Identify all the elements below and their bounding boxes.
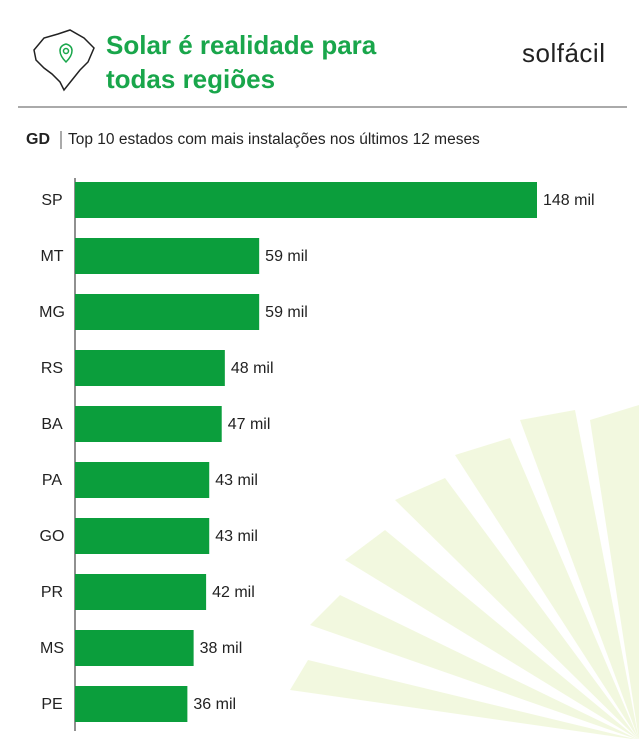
- value-label: 47 mil: [228, 416, 271, 433]
- value-label: 43 mil: [215, 528, 258, 545]
- map-icon: [33, 29, 95, 92]
- category-label: MG: [39, 304, 65, 321]
- subtitle-tag: GD: [26, 131, 50, 148]
- value-label: 42 mil: [212, 584, 255, 601]
- value-label: 48 mil: [231, 360, 274, 377]
- bar: [75, 406, 222, 442]
- category-label: MT: [40, 248, 63, 265]
- bar: [75, 294, 260, 330]
- category-label: MS: [40, 640, 64, 657]
- background-rays: [290, 405, 639, 739]
- bar: [75, 686, 188, 722]
- value-label: 38 mil: [200, 640, 243, 657]
- category-label: SP: [41, 192, 62, 209]
- value-label: 43 mil: [215, 472, 258, 489]
- bar: [75, 574, 207, 610]
- bar: [75, 630, 194, 666]
- bar: [75, 182, 537, 218]
- bar: [75, 462, 210, 498]
- category-label: BA: [41, 416, 63, 433]
- category-label: PE: [41, 696, 62, 713]
- subtitle: Top 10 estados com mais instalações nos …: [68, 131, 480, 148]
- value-label: 59 mil: [265, 304, 308, 321]
- value-label: 36 mil: [193, 696, 236, 713]
- bar: [75, 518, 210, 554]
- category-label: PA: [42, 472, 62, 489]
- title: Solar é realidade para todas regiões: [106, 30, 377, 94]
- value-label: 148 mil: [543, 192, 595, 209]
- bar: [75, 350, 225, 386]
- brand-logo: solfácil: [522, 38, 606, 68]
- category-label: PR: [41, 584, 63, 601]
- bar: [75, 238, 260, 274]
- category-label: GO: [40, 528, 65, 545]
- category-label: RS: [41, 360, 63, 377]
- value-label: 59 mil: [265, 248, 308, 265]
